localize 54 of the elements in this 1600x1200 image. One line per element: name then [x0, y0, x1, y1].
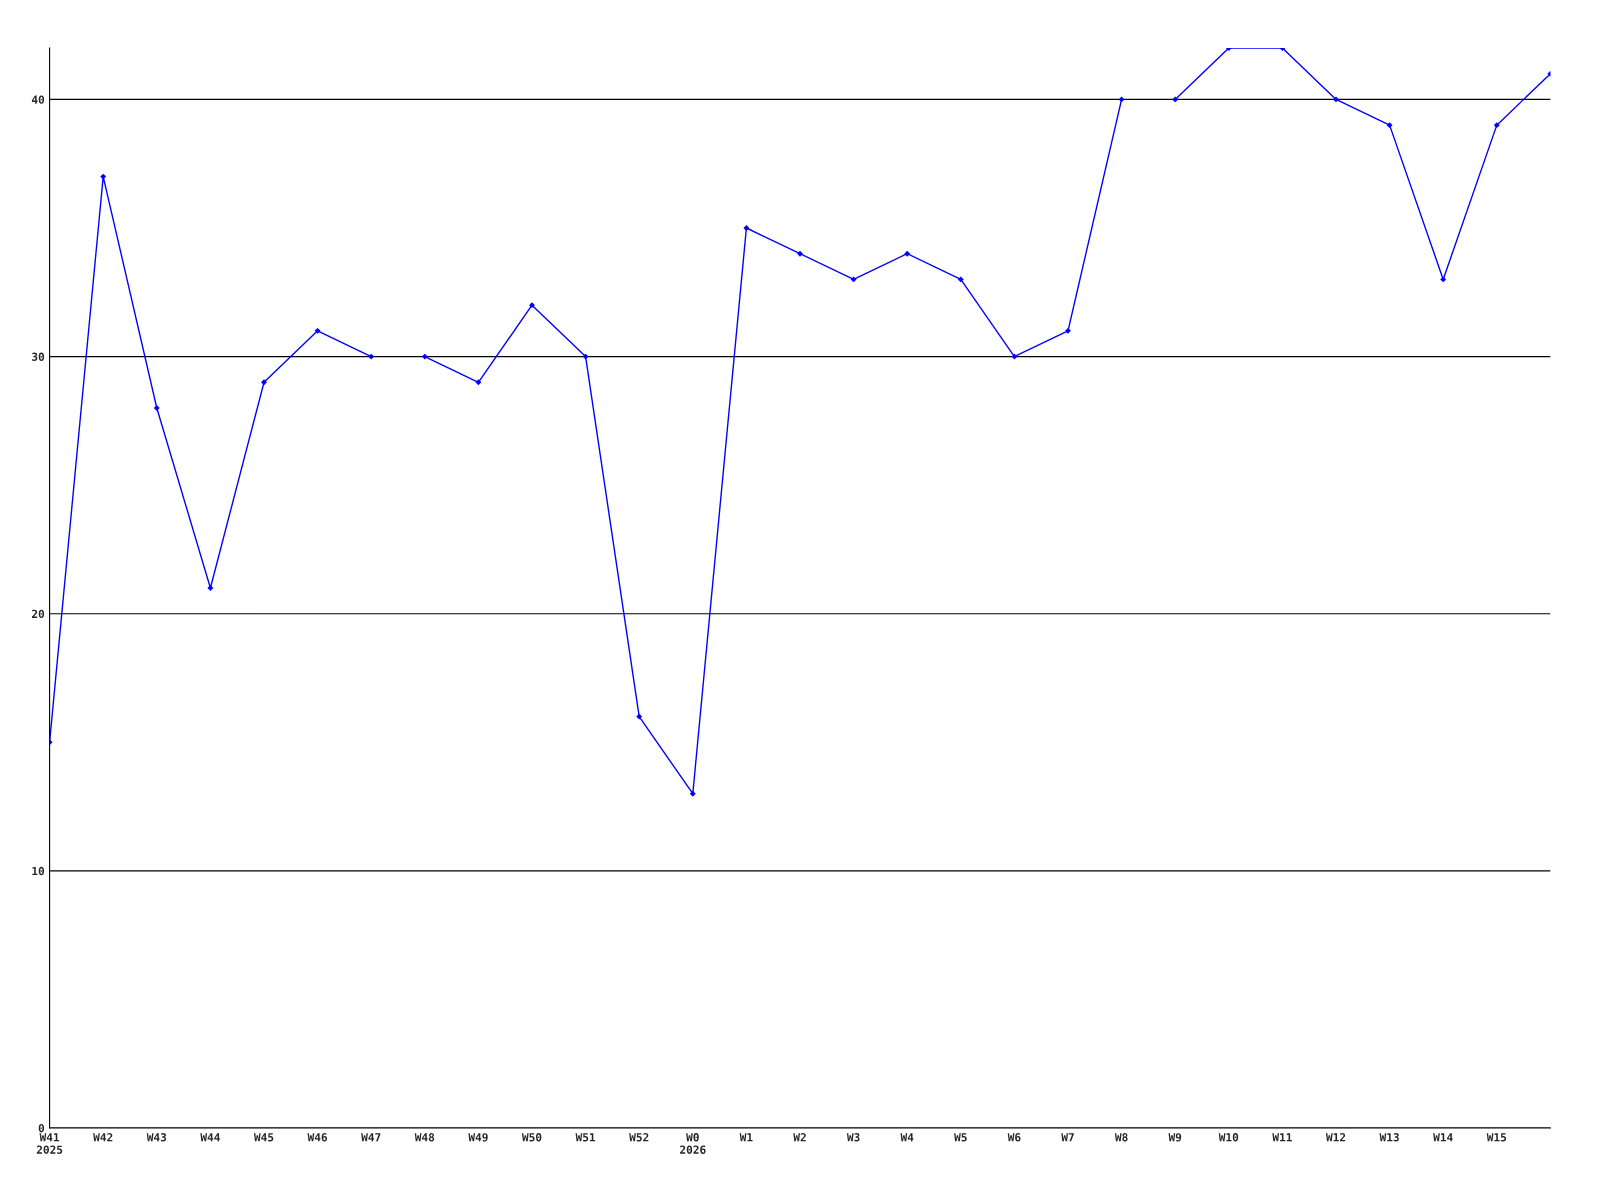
x-tick-label: W13 [1379, 1133, 1399, 1142]
x-tick-label: W51 [575, 1133, 596, 1142]
x-tick-label: W6 [1007, 1133, 1021, 1142]
x-tick-label: W4 [900, 1133, 914, 1142]
point [689, 790, 696, 797]
point [1493, 122, 1500, 129]
x-tick-label: W3 [846, 1133, 860, 1142]
x-tick-label: W1 [739, 1133, 753, 1142]
y-tick-label: 40 [31, 95, 45, 104]
point [261, 379, 267, 386]
x-tick-label: W45 [253, 1133, 274, 1142]
x-tick-label: W50 [521, 1133, 542, 1142]
x-tick-label: W0 2026 [680, 1133, 706, 1154]
point [904, 250, 911, 257]
x-tick-label: W48 [414, 1133, 435, 1142]
point [1065, 327, 1071, 334]
point [100, 173, 107, 180]
y-tick-label: 20 [31, 609, 45, 619]
point [1440, 276, 1447, 283]
x-tick-label: W41 2025 [36, 1133, 63, 1154]
point [153, 405, 160, 411]
x-tick-label: W15 [1486, 1133, 1507, 1142]
x-tick-label: W47 [361, 1133, 381, 1142]
x-tick-label: W12 [1325, 1133, 1346, 1142]
x-tick-label: W43 [146, 1133, 167, 1142]
x-tick-label: W5 [954, 1133, 967, 1142]
x-tick-label: W52 [629, 1133, 649, 1142]
point [957, 276, 964, 283]
x-tick-label: W49 [468, 1133, 488, 1142]
x-tick-label: W7 [1061, 1133, 1074, 1142]
x-tick-label: W14 [1433, 1133, 1453, 1142]
x-tick-label: W44 [200, 1133, 220, 1142]
x-tick-label: W10 [1218, 1133, 1239, 1142]
y-tick-label: 0 [38, 1123, 45, 1133]
point [368, 353, 375, 360]
y-tick-label: 30 [32, 352, 45, 361]
x-tick-label: W8 [1114, 1133, 1128, 1142]
x-tick-label: W2 [793, 1133, 806, 1142]
y-tick-label: 10 [32, 866, 45, 876]
x-tick-label: W11 [1272, 1133, 1292, 1142]
point [1333, 96, 1339, 103]
x-tick-label: W46 [307, 1133, 328, 1142]
point [636, 713, 643, 720]
point [475, 379, 482, 386]
point [314, 327, 321, 334]
point [421, 353, 428, 360]
point [797, 250, 803, 257]
point [743, 225, 750, 231]
point [207, 585, 214, 591]
x-tick-label: W42 [93, 1133, 113, 1142]
point [1172, 96, 1179, 103]
x-tick-label: W9 [1168, 1133, 1182, 1142]
point [1386, 122, 1393, 129]
point [529, 302, 535, 309]
